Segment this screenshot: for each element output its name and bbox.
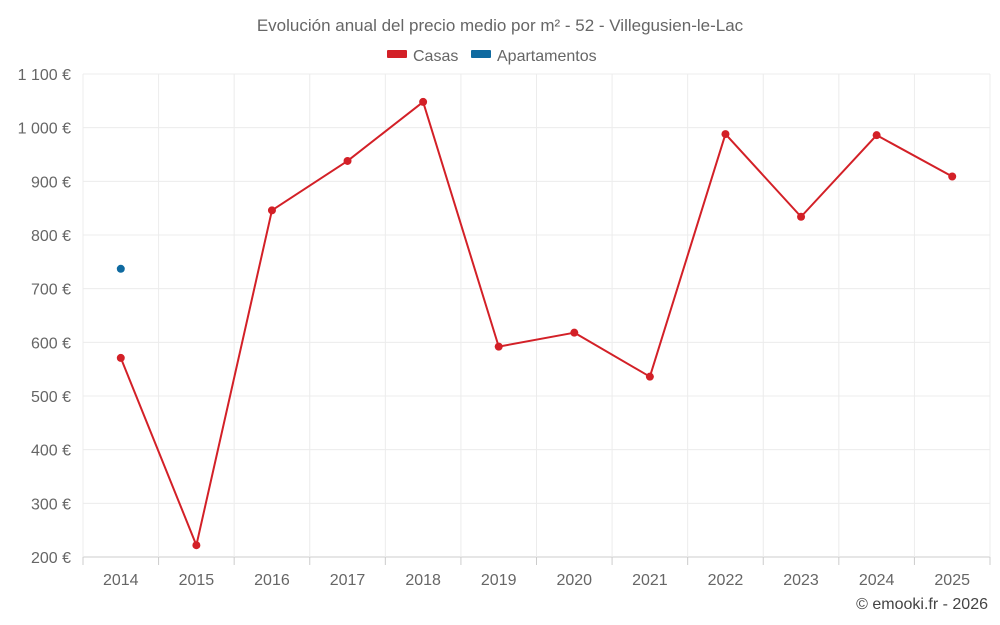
x-tick-label: 2015 <box>179 572 215 589</box>
data-point-casas-2015[interactable] <box>192 541 201 550</box>
series-layer <box>116 97 957 550</box>
chart-title: Evolución anual del precio medio por m² … <box>257 16 744 35</box>
x-tick-label: 2016 <box>254 572 290 589</box>
data-point-casas-2018[interactable] <box>419 97 428 106</box>
legend-label-casas: Casas <box>413 48 458 65</box>
data-point-casas-2020[interactable] <box>570 328 579 337</box>
y-tick-label: 200 € <box>31 550 71 567</box>
credit-text: © emooki.fr - 2026 <box>856 596 988 613</box>
y-tick-label: 900 € <box>31 174 71 191</box>
x-tick-label: 2014 <box>103 572 139 589</box>
legend-item-apartamentos[interactable]: Apartamentos <box>471 48 597 65</box>
y-tick-label: 800 € <box>31 228 71 245</box>
data-point-casas-2024[interactable] <box>872 131 881 140</box>
legend-label-apartamentos: Apartamentos <box>497 48 597 65</box>
x-axis: 2014 2015 2016 2017 2018 2019 2020 2021 2022 2023… <box>82 557 991 589</box>
data-point-casas-2025[interactable] <box>948 172 957 181</box>
x-tick-label: 2019 <box>481 572 517 589</box>
grid <box>82 73 991 558</box>
data-point-casas-2016[interactable] <box>267 206 276 215</box>
x-tick-label: 2021 <box>632 572 668 589</box>
data-point-casas-2019[interactable] <box>494 342 503 351</box>
data-point-casas-2017[interactable] <box>343 156 352 165</box>
x-tick-label: 2024 <box>859 572 895 589</box>
legend-swatch-apartamentos <box>471 50 491 58</box>
y-tick-label: 700 € <box>31 282 71 299</box>
x-tick-label: 2020 <box>556 572 592 589</box>
legend-swatch-casas <box>387 50 407 58</box>
data-point-casas-2014[interactable] <box>116 353 125 362</box>
data-point-casas-2021[interactable] <box>645 372 654 381</box>
x-tick-label: 2018 <box>405 572 441 589</box>
y-axis: 200 € 300 € 400 € 500 € 600 € 700 € 800 € 900 €… <box>18 67 71 567</box>
series-line-casas <box>119 100 953 547</box>
data-point-casas-2022[interactable] <box>721 130 730 139</box>
y-tick-label: 1 100 € <box>18 67 71 84</box>
x-tick-label: 2022 <box>708 572 744 589</box>
data-point-casas-2023[interactable] <box>797 212 806 221</box>
y-tick-label: 400 € <box>31 443 71 460</box>
y-tick-label: 300 € <box>31 496 71 513</box>
y-tick-label: 500 € <box>31 389 71 406</box>
data-point-apartamentos-2014[interactable] <box>116 264 125 273</box>
legend: Casas Apartamentos <box>387 48 597 65</box>
y-tick-label: 600 € <box>31 335 71 352</box>
x-tick-label: 2025 <box>934 572 970 589</box>
legend-item-casas[interactable]: Casas <box>387 48 458 65</box>
x-tick-label: 2023 <box>783 572 819 589</box>
y-tick-label: 1 000 € <box>18 121 71 138</box>
x-tick-label: 2017 <box>330 572 366 589</box>
